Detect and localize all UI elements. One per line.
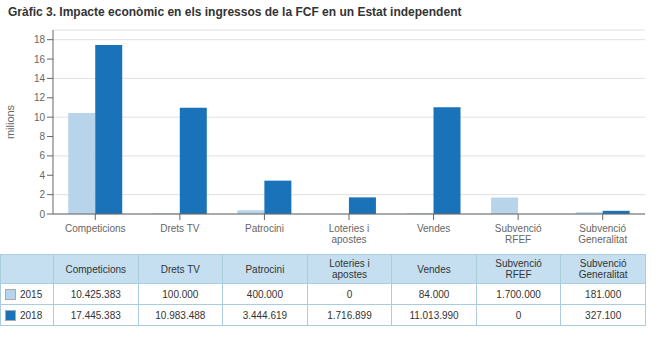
svg-text:SubvencióGeneralitat: SubvencióGeneralitat bbox=[578, 223, 627, 245]
html-text:Vendes: Vendes bbox=[417, 263, 451, 275]
html-text:3.444.619: 3.444.619 bbox=[242, 309, 288, 321]
html-text:10.425.383: 10.425.383 bbox=[70, 288, 121, 300]
svg-text:Competicions: Competicions bbox=[65, 223, 126, 234]
svg-text:milions: milions bbox=[8, 104, 16, 139]
html-text:100.000: 100.000 bbox=[162, 288, 199, 300]
html-text:0: 0 bbox=[515, 309, 522, 321]
html-text:2018: 2018 bbox=[20, 309, 43, 321]
svg-text:10: 10 bbox=[34, 112, 46, 123]
html-text:327.100: 327.100 bbox=[585, 309, 622, 321]
html-text:1.700.000: 1.700.000 bbox=[496, 288, 541, 300]
html-text:Subvenció Generalitat: Subvenció Generalitat bbox=[578, 258, 628, 280]
svg-text:Loteries iapostes: Loteries iapostes bbox=[329, 223, 370, 245]
html-text:Loteries i apostes: Loteries i apostes bbox=[329, 258, 370, 280]
html-text:Drets TV: Drets TV bbox=[160, 263, 200, 275]
html-text:2015: 2015 bbox=[20, 288, 43, 300]
html-text:10.983.488: 10.983.488 bbox=[155, 309, 206, 321]
html-text:0: 0 bbox=[346, 288, 353, 300]
svg-text:0: 0 bbox=[39, 209, 45, 220]
svg-text:18: 18 bbox=[34, 34, 46, 45]
svg-text:Drets TV: Drets TV bbox=[160, 223, 200, 234]
svg-text:Patrocini: Patrocini bbox=[245, 223, 284, 234]
html-text:1.716.899: 1.716.899 bbox=[327, 309, 372, 321]
svg-text:Vendes: Vendes bbox=[417, 223, 450, 234]
html-text:84.000: 84.000 bbox=[418, 288, 450, 300]
html-text:181.000: 181.000 bbox=[585, 288, 622, 300]
svg-text:12: 12 bbox=[34, 92, 46, 103]
html-text:Patrocini: Patrocini bbox=[245, 263, 285, 275]
svg-text:8: 8 bbox=[39, 131, 45, 142]
svg-text:4: 4 bbox=[39, 170, 45, 181]
html-text:Competicions: Competicions bbox=[65, 263, 127, 275]
html-text:11.013.990: 11.013.990 bbox=[409, 309, 459, 321]
html-text:17.445.383: 17.445.383 bbox=[70, 309, 121, 321]
svg-text:16: 16 bbox=[34, 54, 46, 65]
svg-text:SubvencióRFEF: SubvencióRFEF bbox=[495, 223, 542, 245]
svg-text:6: 6 bbox=[39, 150, 45, 161]
html-text:Gràfic 3. Impacte econòmic en: Gràfic 3. Impacte econòmic en els ingres… bbox=[8, 5, 462, 19]
svg-text:2: 2 bbox=[39, 189, 45, 200]
html-text:400.000: 400.000 bbox=[246, 288, 283, 300]
svg-text:14: 14 bbox=[34, 73, 46, 84]
html-text:Subvenció RFEF: Subvenció RFEF bbox=[495, 258, 542, 280]
